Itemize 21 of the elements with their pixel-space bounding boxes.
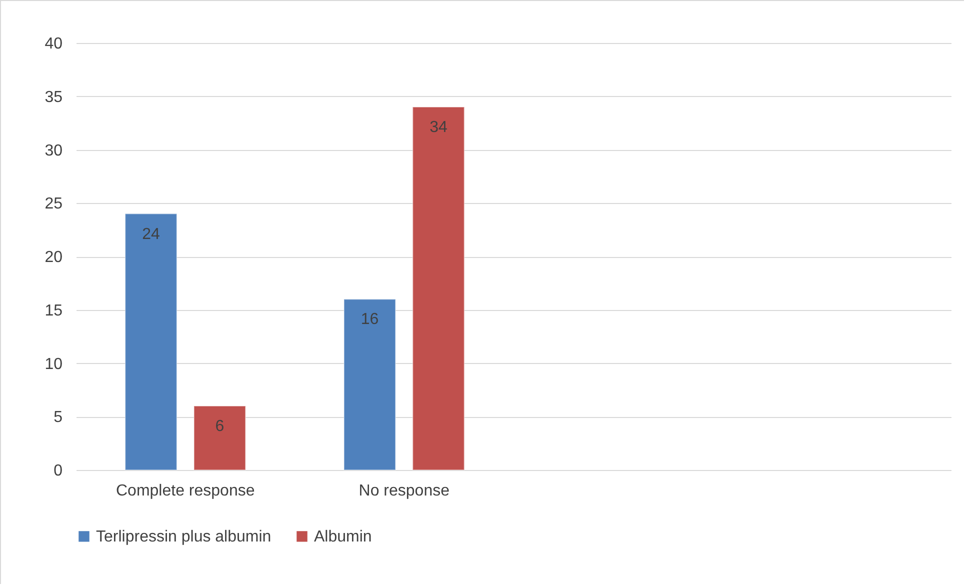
data-label: 16 <box>360 311 379 328</box>
y-tick-label: 35 <box>44 88 63 106</box>
y-tick-label: 20 <box>44 249 63 266</box>
x-tick-label: Complete response <box>116 482 255 500</box>
x-tick-label: No response <box>358 482 450 500</box>
y-tick-label: 40 <box>44 36 63 52</box>
y-tick-label: 10 <box>44 356 63 373</box>
bar <box>412 106 465 470</box>
bar <box>343 298 396 470</box>
y-tick-label: 5 <box>54 409 63 426</box>
data-label: 34 <box>430 119 448 136</box>
legend-label: Albumin <box>314 528 372 546</box>
y-tick-label: 25 <box>44 196 63 213</box>
y-tick-label: 15 <box>44 302 63 320</box>
data-label: 24 <box>142 226 160 243</box>
y-tick-label: 0 <box>54 462 63 480</box>
bar <box>124 213 178 470</box>
y-tick-label: 30 <box>44 142 63 160</box>
data-label: 6 <box>215 418 224 435</box>
legend-label: Terlipressin plus albumin <box>96 528 272 546</box>
bar <box>193 405 246 470</box>
